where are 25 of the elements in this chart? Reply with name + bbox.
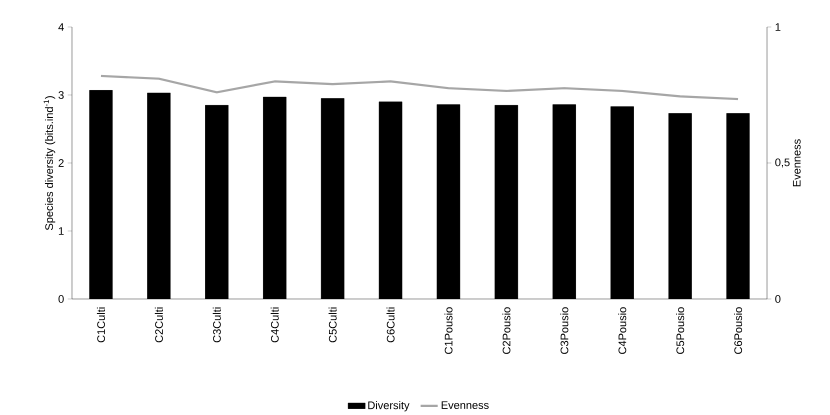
y-tick-label: 1 [58,227,64,235]
line-series [100,74,740,100]
y-axis-title: Species diversity (bits.ind$^{-1}$) [44,96,56,230]
x-tick-label: C1Culti [96,308,105,342]
x-tick-label: C5Culti [328,308,337,342]
x-tick-label: C1Pousio [444,307,453,354]
x-tick-label: C2Culti [154,308,163,342]
x-tick-label: C6Pousio [734,307,742,354]
y-tick-label: 0 [58,295,64,303]
x-tick-label: C2Pousio [502,307,510,354]
y2-axis-title: Evenness [792,139,801,186]
y2-tick-label: 0 [775,295,780,303]
y-tick-label: 4 [58,23,64,31]
x-tick-label: C4Pousio [618,307,626,354]
x-tick-label: C5Pousio [676,307,684,354]
y-tick-label: 2 [58,159,64,167]
y2-tick-label: 0,5 [775,158,790,168]
x-tick-label: C3Culti [212,308,221,342]
legend-label: Diversity [368,401,410,412]
x-tick-label: C4Culti [270,308,279,342]
y-tick-label: 3 [58,91,64,99]
x-tick-label: C6Culti [386,308,395,342]
y2-tick-label: 1 [776,23,780,31]
legend-label: Evenness [442,401,489,409]
x-tick-label: C3Pousio [560,307,568,354]
